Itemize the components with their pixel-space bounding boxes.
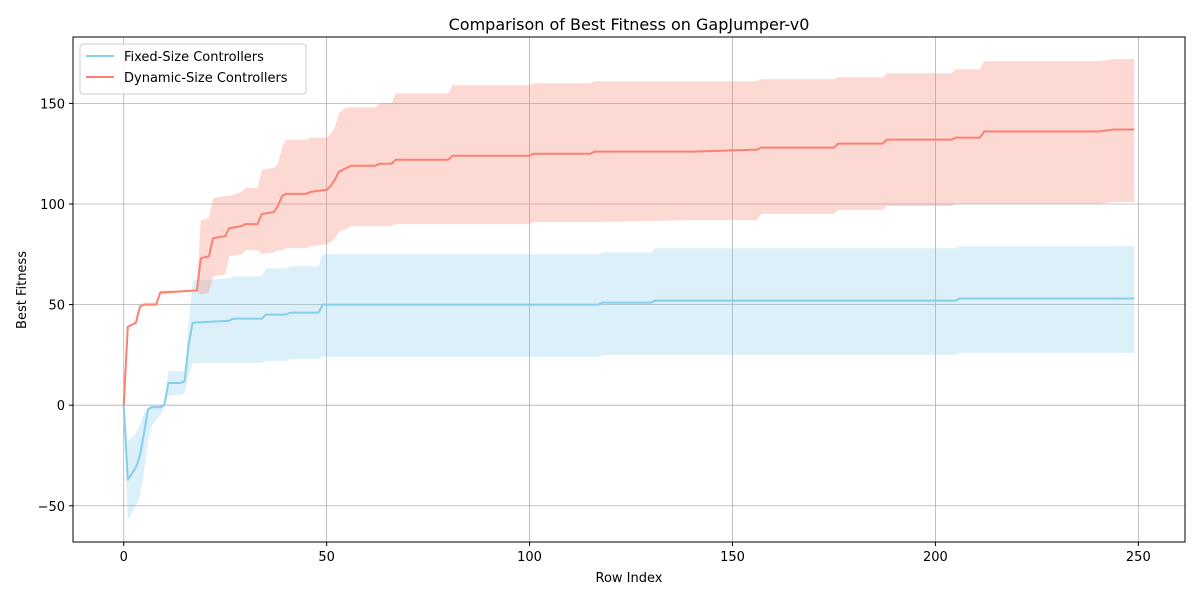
grid <box>73 37 1185 542</box>
chart-title: Comparison of Best Fitness on GapJumper-… <box>449 15 810 34</box>
y-axis-label: Best Fitness <box>15 251 30 329</box>
line-dynamic <box>122 128 1135 406</box>
x-tick-label: 0 <box>120 550 128 565</box>
y-tick-label: 0 <box>57 399 65 414</box>
legend-box <box>79 43 307 95</box>
x-tick-label: 100 <box>517 550 542 565</box>
line-fixed <box>122 297 1135 481</box>
confidence-bands <box>123 59 1135 520</box>
legend-label-dynamic: Dynamic-Size Controllers <box>124 71 288 86</box>
x-tick-label: 200 <box>923 550 948 565</box>
band-dynamic <box>123 59 1135 406</box>
series-lines <box>122 128 1135 481</box>
x-tick-label: 250 <box>1126 550 1151 565</box>
x-tick-label: 50 <box>318 550 335 565</box>
y-tick-label: 150 <box>40 97 65 112</box>
x-tick-label: 150 <box>720 550 745 565</box>
x-axis: 0 50 100 150 200 250 <box>120 542 1151 565</box>
y-tick-label: 100 <box>40 198 65 213</box>
legend-label-fixed: Fixed-Size Controllers <box>124 50 264 65</box>
y-tick-label: −50 <box>38 500 65 515</box>
legend: Fixed-Size Controllers Dynamic-Size Cont… <box>79 43 307 95</box>
y-tick-label: 50 <box>48 299 65 314</box>
plot-frame <box>72 36 1186 543</box>
x-axis-label: Row Index <box>596 571 663 586</box>
band-fixed <box>123 246 1135 520</box>
y-axis: −50 0 50 100 150 <box>38 97 73 515</box>
